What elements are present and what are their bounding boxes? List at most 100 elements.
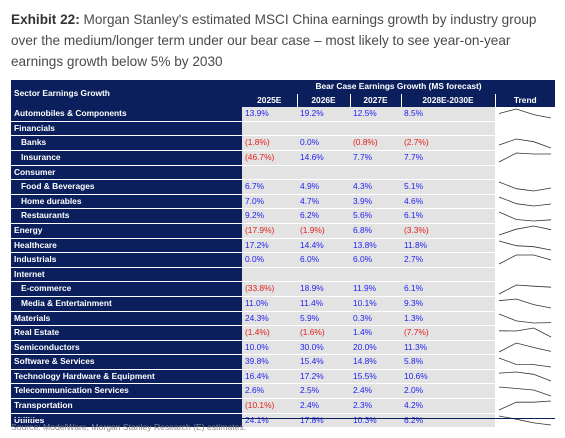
growth-value: (0.8%) — [350, 135, 401, 151]
growth-value: 13.8% — [350, 238, 401, 254]
trend-sparkline — [498, 255, 552, 265]
trend-line — [498, 313, 552, 324]
column-header-trend: Trend — [495, 93, 556, 108]
column-header-2025e: 2025E — [242, 93, 298, 108]
growth-value: 14.8% — [350, 354, 401, 370]
trend-cell — [495, 107, 556, 122]
growth-value: 2.5% — [297, 383, 350, 400]
exhibit-title-text: Morgan Stanley's estimated MSCI China ea… — [11, 12, 537, 69]
trend-line — [498, 225, 552, 236]
growth-value: 39.8% — [242, 354, 297, 370]
trend-cell — [495, 413, 556, 429]
empty-cell — [401, 165, 495, 181]
trend-sparkline — [498, 152, 551, 163]
growth-value: 4.3% — [350, 179, 401, 195]
growth-value: 9.2% — [242, 208, 297, 224]
growth-value: 10.0% — [242, 340, 297, 356]
column-header-2026e: 2026E — [297, 93, 351, 108]
table-row: Automobiles & Components 13.9% 19.2% 12.5% 8… — [11, 107, 556, 122]
trend-sparkline — [498, 386, 552, 397]
table-row: Financials — [11, 121, 556, 137]
trend-cell — [495, 296, 556, 312]
growth-value: 6.0% — [350, 252, 401, 268]
growth-value: (1.9%) — [297, 223, 350, 239]
table-header: Sector Earnings Growth Bear Case Earning… — [11, 80, 556, 108]
table-row: Real Estate (1.4%) (1.6%) 1.4% (7.7%) — [11, 325, 556, 341]
sector-name: Home durables — [11, 194, 242, 210]
growth-value: (33.8%) — [242, 281, 297, 297]
footer-divider — [11, 418, 555, 419]
table-row: Software & Services 39.8% 15.4% 14.8% 5.8% — [11, 354, 556, 370]
trend-cell — [495, 383, 556, 400]
growth-value: 17.2% — [242, 238, 297, 254]
growth-value: 14.4% — [297, 238, 350, 254]
trend-line — [498, 182, 552, 192]
growth-value: 12.5% — [350, 107, 401, 122]
sector-name: Energy — [11, 223, 242, 239]
growth-value: (10.1%) — [242, 398, 297, 414]
table-row: Telecommunication Services 2.6% 2.5% 2.4% 2.… — [11, 383, 556, 400]
trend-cell — [495, 223, 556, 239]
growth-value: 2.3% — [350, 398, 401, 414]
exhibit-title: Exhibit 22: Morgan Stanley's estimated M… — [11, 9, 559, 72]
empty-cell — [297, 267, 350, 283]
table-row: Media & Entertainment 11.0% 11.4% 10.1% 9.3% — [11, 296, 556, 312]
empty-cell — [242, 121, 297, 137]
growth-value: 17.2% — [297, 369, 350, 385]
growth-value: 1.3% — [401, 311, 495, 327]
trend-sparkline — [498, 371, 552, 382]
sector-name: Food & Beverages — [11, 179, 242, 195]
trend-line — [498, 357, 552, 367]
growth-value: 7.7% — [401, 150, 495, 166]
trend-sparkline — [498, 284, 552, 294]
trend-sparkline — [498, 313, 552, 324]
empty-cell — [350, 121, 401, 137]
sector-name: Insurance — [11, 150, 242, 166]
table-row: Transportation (10.1%) 2.4% 2.3% 4.2% — [11, 398, 556, 414]
growth-value: (7.7%) — [401, 325, 495, 341]
growth-value: 11.9% — [350, 281, 401, 297]
sector-name: Transportation — [11, 398, 242, 414]
growth-value: 0.0% — [242, 252, 297, 268]
empty-cell — [401, 267, 495, 283]
trend-line — [498, 211, 552, 222]
growth-value: 15.5% — [350, 369, 401, 385]
sector-name: Industrials — [11, 252, 242, 268]
growth-value: 15.4% — [297, 354, 350, 370]
trend-cell — [495, 340, 556, 356]
growth-value: 6.7% — [242, 179, 297, 195]
growth-value: 10.6% — [401, 369, 495, 385]
earnings-growth-table-container: Sector Earnings Growth Bear Case Earning… — [11, 80, 556, 429]
growth-value: 24.3% — [242, 311, 297, 327]
growth-value: 5.8% — [401, 354, 495, 370]
trend-sparkline — [498, 196, 552, 207]
growth-value: (3.3%) — [401, 223, 495, 239]
growth-value: 16.4% — [242, 369, 297, 385]
table-row: Semiconductors 10.0% 30.0% 20.0% 11.3% — [11, 340, 556, 356]
trend-line — [498, 196, 552, 207]
growth-value: 7.0% — [242, 194, 297, 210]
table-row: Energy (17.9%) (1.9%) 6.8% (3.3%) — [11, 223, 556, 239]
trend-cell — [495, 121, 556, 137]
trend-cell — [495, 150, 556, 166]
growth-value: 4.2% — [401, 398, 495, 414]
trend-sparkline — [498, 327, 552, 338]
growth-value: 4.6% — [401, 194, 495, 210]
table-body: Automobiles & Components 13.9% 19.2% 12.5% 8… — [11, 107, 556, 429]
table-row: Technology Hardware & Equipment 16.4% 17.2… — [11, 369, 556, 385]
growth-value: 11.4% — [297, 296, 350, 312]
trend-sparkline — [498, 342, 552, 353]
trend-cell — [495, 267, 556, 283]
growth-value: 7.7% — [350, 150, 401, 166]
empty-cell — [242, 267, 297, 283]
growth-value: (1.4%) — [242, 325, 297, 341]
growth-value: 30.0% — [297, 340, 350, 356]
trend-line — [498, 284, 552, 294]
trend-sparkline — [498, 415, 552, 426]
growth-value: (46.7%) — [242, 150, 297, 166]
trend-cell — [495, 369, 556, 385]
trend-cell — [495, 194, 556, 210]
empty-cell — [401, 121, 495, 137]
growth-value: 11.3% — [401, 340, 495, 356]
sector-name: Healthcare — [11, 238, 242, 254]
